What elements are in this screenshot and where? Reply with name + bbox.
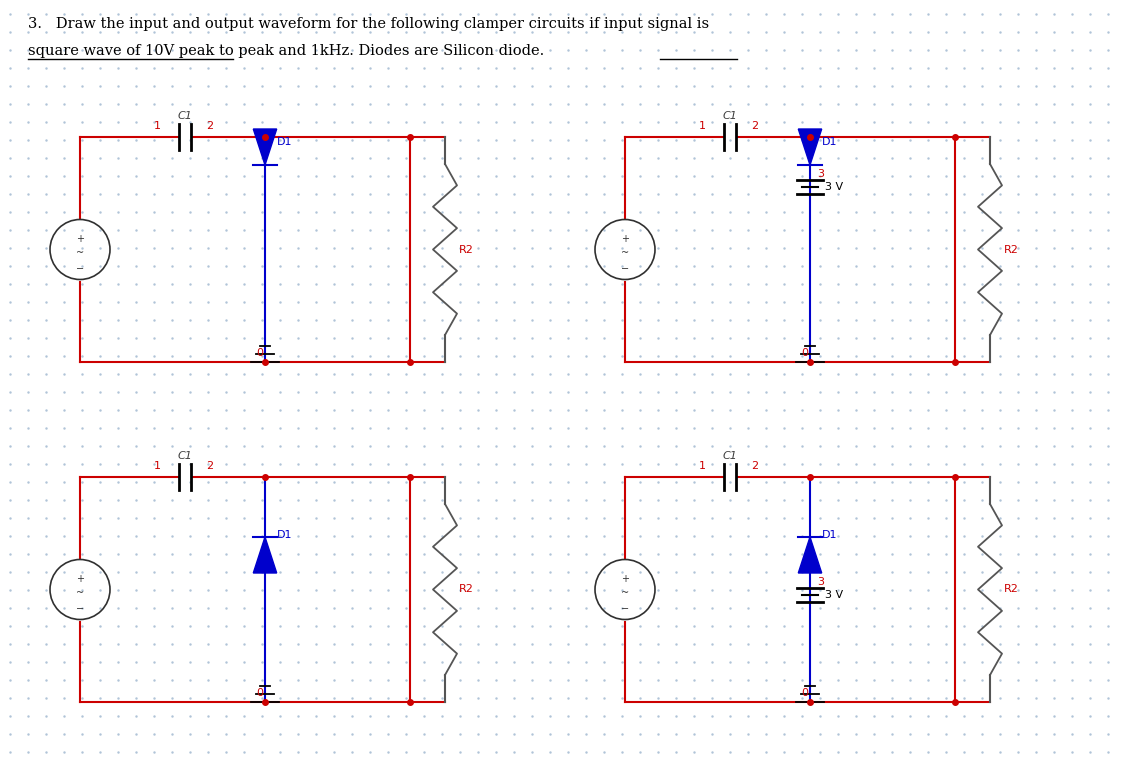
Text: 0: 0 — [256, 348, 263, 358]
Text: 2: 2 — [207, 461, 214, 471]
Text: D1: D1 — [277, 530, 292, 540]
Text: R2: R2 — [1004, 584, 1019, 594]
Text: ~: ~ — [621, 588, 629, 597]
Text: C1: C1 — [178, 451, 192, 461]
Text: R2: R2 — [1004, 245, 1019, 255]
Text: 0: 0 — [801, 688, 808, 698]
Text: 3: 3 — [817, 169, 824, 179]
Text: R2: R2 — [459, 245, 474, 255]
Text: +: + — [621, 234, 629, 244]
Text: −: − — [621, 604, 629, 614]
Polygon shape — [253, 129, 277, 165]
Text: 3 V: 3 V — [825, 590, 843, 600]
Text: 2: 2 — [752, 121, 758, 131]
Text: D1: D1 — [822, 530, 837, 540]
Text: C1: C1 — [722, 111, 738, 121]
Text: 3: 3 — [817, 577, 824, 587]
Polygon shape — [253, 537, 277, 573]
Text: 2: 2 — [752, 461, 758, 471]
Text: C1: C1 — [722, 451, 738, 461]
Text: R2: R2 — [459, 584, 474, 594]
Text: +: + — [76, 574, 84, 584]
Polygon shape — [799, 129, 821, 165]
Text: ~: ~ — [76, 248, 84, 258]
Text: 1: 1 — [153, 121, 161, 131]
Text: 3 V: 3 V — [825, 182, 843, 192]
Text: 1: 1 — [699, 121, 705, 131]
Polygon shape — [799, 537, 821, 573]
Text: −: − — [621, 264, 629, 274]
Text: 0: 0 — [256, 688, 263, 698]
Text: +: + — [621, 574, 629, 584]
Text: 3.   Draw the input and output waveform for the following clamper circuits if in: 3. Draw the input and output waveform fo… — [28, 17, 709, 31]
Text: −: − — [76, 264, 84, 274]
Text: −: − — [76, 604, 84, 614]
Text: 2: 2 — [207, 121, 214, 131]
Text: ~: ~ — [76, 588, 84, 597]
Text: D1: D1 — [822, 137, 837, 147]
Text: D1: D1 — [277, 137, 292, 147]
Text: 1: 1 — [699, 461, 705, 471]
Text: square wave of 10V peak to peak and 1kHz. Diodes are Silicon diode.: square wave of 10V peak to peak and 1kHz… — [28, 44, 544, 58]
Text: C1: C1 — [178, 111, 192, 121]
Text: ~: ~ — [621, 248, 629, 258]
Text: 1: 1 — [153, 461, 161, 471]
Text: 0: 0 — [801, 348, 808, 358]
Text: +: + — [76, 234, 84, 244]
